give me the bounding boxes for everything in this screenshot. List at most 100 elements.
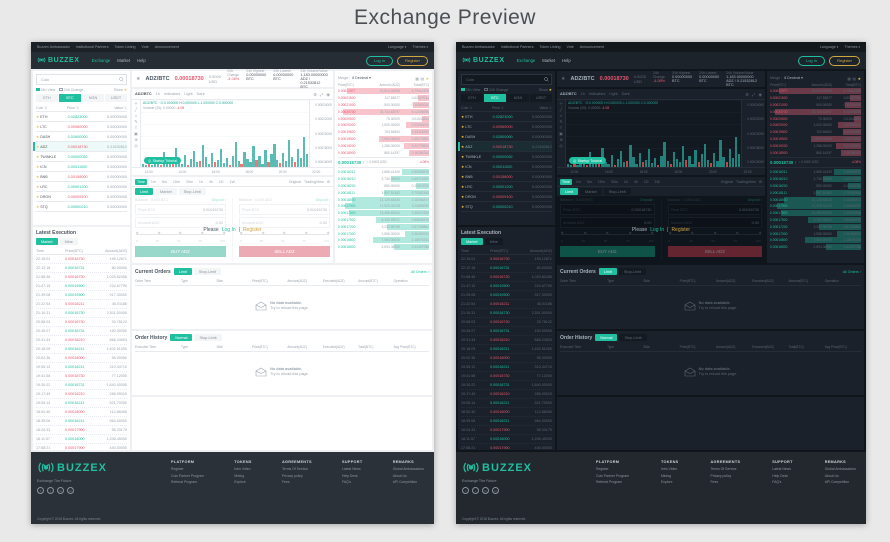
fullscreen-icon[interactable]: ⤢ (751, 91, 756, 97)
history-tab[interactable]: Normal (595, 334, 618, 341)
favorite-star-icon[interactable]: ★ (36, 194, 40, 199)
execution-row[interactable]: 20:58:03 0.00018730 33.78122 (36, 318, 127, 327)
execution-row[interactable]: 21:58:46 0.00018730 1,029.82456 (36, 273, 127, 282)
pattern-tool-icon[interactable]: ▣ (134, 131, 138, 136)
execution-row[interactable]: 18:24:33 0.00017900 58.33179 (461, 426, 552, 435)
coin-search-input[interactable] (464, 76, 544, 83)
light-theme-button[interactable]: Light (609, 92, 618, 96)
execution-row[interactable]: 20:02:36 0.00018000 95.00000 (36, 354, 127, 363)
footer-link[interactable]: Referral Program (596, 480, 623, 484)
utility-link[interactable]: Buzzex Ambassador (462, 45, 495, 49)
market-row[interactable]: ★ ICN 0.00011000 0.00000000 (461, 162, 552, 172)
column-header-price[interactable]: Price ⇅ (66, 105, 79, 110)
gear-icon[interactable]: ⚙ (758, 179, 762, 184)
overlay-login-link[interactable]: Log In (221, 226, 236, 233)
orders-tab[interactable]: Stop-Limit (618, 268, 646, 275)
favorite-star-icon[interactable]: ★ (461, 154, 465, 159)
buy-order-row[interactable]: 0.00018210 2,730.00000 0.49713300 (770, 176, 861, 183)
buy-order-row[interactable]: 0.00016500 2,694.36900 0.44457088 (338, 244, 429, 251)
footer-link[interactable]: Global Ambassadors (392, 467, 424, 471)
favorite-star-icon[interactable]: ★ (36, 164, 40, 169)
favorite-star-icon[interactable]: ★ (136, 76, 141, 82)
text-tool-icon[interactable]: T (134, 125, 138, 130)
market-row[interactable]: ★ STQ 0.00000210 0.00000000 (36, 202, 127, 212)
nav-item[interactable]: Market (117, 58, 131, 63)
utility-link[interactable]: Buzzex Ambassador (37, 45, 70, 49)
market-tab[interactable]: BTC (59, 94, 81, 102)
footer-link[interactable]: Intro Video (660, 467, 678, 471)
footer-link[interactable]: Register (596, 467, 609, 471)
favorite-star-icon[interactable]: ★ (461, 204, 465, 209)
twitter-icon[interactable]: t (472, 487, 479, 494)
nav-item[interactable]: Help (562, 58, 571, 63)
execution-row[interactable]: 20:31:44 0.00018210 868.24903 (461, 336, 552, 345)
market-tab[interactable]: USDT (530, 94, 552, 102)
execution-tab[interactable]: Mine (59, 238, 78, 245)
buy-order-row[interactable]: 0.00017200 3,332.95708 0.57326862 (770, 223, 861, 230)
footer-link[interactable]: FAQ's (342, 480, 352, 484)
buy-order-row[interactable]: 0.00017900 17,925.31228 3.20863090 (770, 203, 861, 210)
favorite-star-icon[interactable]: ★ (461, 144, 465, 149)
execution-row[interactable]: 20:31:44 0.00018210 868.24903 (36, 336, 127, 345)
draw-tool-icon[interactable]: ✎ (559, 119, 563, 124)
wave-tool-icon[interactable]: ≈ (559, 113, 563, 118)
book-mode-split-icon[interactable]: ▤ (852, 76, 857, 81)
register-button[interactable]: Register (829, 55, 860, 66)
favorite-star-icon[interactable]: ★ (461, 134, 465, 139)
sell-order-row[interactable]: 0.00019800 763.54800 0.15118250 (338, 129, 429, 136)
market-row[interactable]: ★ BNB 0.00158000 0.00000000 (36, 172, 127, 182)
gear-icon[interactable]: ⚙ (326, 179, 330, 184)
chart-pair-button[interactable]: ADZ/BTC (560, 92, 577, 96)
sell-order-row[interactable]: 0.00019800 763.54800 0.15118250 (770, 129, 861, 136)
market-row[interactable]: ★ TWINKLE 0.00000052 0.00000000 (461, 152, 552, 162)
order-type-tab[interactable]: Stop-Limit (603, 188, 631, 195)
show-favorites-toggle[interactable]: Show ★ (114, 88, 127, 92)
interval-button[interactable]: 1h (155, 92, 160, 96)
book-mode-split-icon[interactable]: ▤ (420, 76, 425, 81)
column-header-price[interactable]: Price ⇅ (491, 105, 504, 110)
column-header-coin[interactable]: Coin ⇅ (36, 105, 48, 110)
footer-link[interactable]: Help Desk (772, 473, 788, 478)
timeframe-button[interactable]: 5m (161, 179, 167, 184)
market-tab[interactable]: USDT (105, 94, 127, 102)
footer-link[interactable]: Fees (281, 480, 290, 484)
market-tab[interactable]: BTC (484, 94, 506, 102)
market-tab[interactable]: NGN (507, 94, 529, 102)
execution-row[interactable]: 17:58:21 0.00017900 440.00000 (461, 444, 552, 450)
execution-row[interactable]: 20:58:03 0.00018730 33.78122 (461, 318, 552, 327)
footer-link[interactable]: Mining (234, 473, 245, 478)
execution-row[interactable]: 21:58:46 0.00018730 1,029.82456 (461, 273, 552, 282)
snapshot-icon[interactable]: ◉ (758, 91, 762, 97)
facebook-icon[interactable]: f (37, 487, 44, 494)
buy-order-row[interactable]: 0.00017800 13,456.62000 2.39527836 (770, 210, 861, 217)
execution-row[interactable]: 19:17:49 0.00018210 266.09315 (36, 390, 127, 399)
overlay-register-link[interactable]: Register (671, 226, 691, 233)
timeframe-button[interactable]: 4h (633, 179, 638, 184)
execution-row[interactable]: 18:52:40 0.00018000 112.88450 (36, 408, 127, 417)
footer-link[interactable]: API Competition (824, 480, 850, 484)
execution-tab[interactable]: Market (461, 238, 483, 245)
market-row[interactable]: ★ ICN 0.00011000 0.00000000 (36, 162, 127, 172)
favorite-star-icon[interactable]: ★ (36, 144, 40, 149)
coin-search-input[interactable] (39, 76, 119, 83)
google-plus-icon[interactable]: G (57, 487, 64, 494)
footer-link[interactable]: Explore (660, 480, 673, 484)
footer-link[interactable]: Global Ambassadors (824, 467, 856, 471)
favorite-star-icon[interactable]: ★ (36, 174, 40, 179)
sell-order-row[interactable]: 0.00019200 1,288.00000 0.24729600 (338, 142, 429, 149)
timeframe-button[interactable]: 30m (610, 179, 618, 184)
buy-order-row[interactable]: 0.00017800 13,456.62000 2.39527836 (338, 210, 429, 217)
footer-link[interactable]: Terms Of Service (281, 467, 308, 471)
indicators-button[interactable]: Indicators (163, 92, 181, 96)
column-header-value[interactable]: Value ⇅ (539, 105, 552, 110)
utility-link[interactable]: Token Listing (539, 45, 561, 49)
column-header-coin[interactable]: Coin ⇅ (461, 105, 473, 110)
favorite-star-icon[interactable]: ★ (461, 184, 465, 189)
linkedin-icon[interactable]: in (492, 487, 499, 494)
trendline-tool-icon[interactable]: ╱ (559, 107, 563, 112)
buy-order-row[interactable]: 0.00016800 7,064.00000 1.18675200 (770, 237, 861, 244)
crosshair-tool-icon[interactable]: ＋ (559, 101, 563, 106)
history-tab[interactable]: Stop-Limit (194, 334, 222, 341)
indicators-button[interactable]: Indicators (588, 92, 606, 96)
buy-order-row[interactable]: 0.00017500 5,132.93571 0.89826375 (338, 216, 429, 223)
